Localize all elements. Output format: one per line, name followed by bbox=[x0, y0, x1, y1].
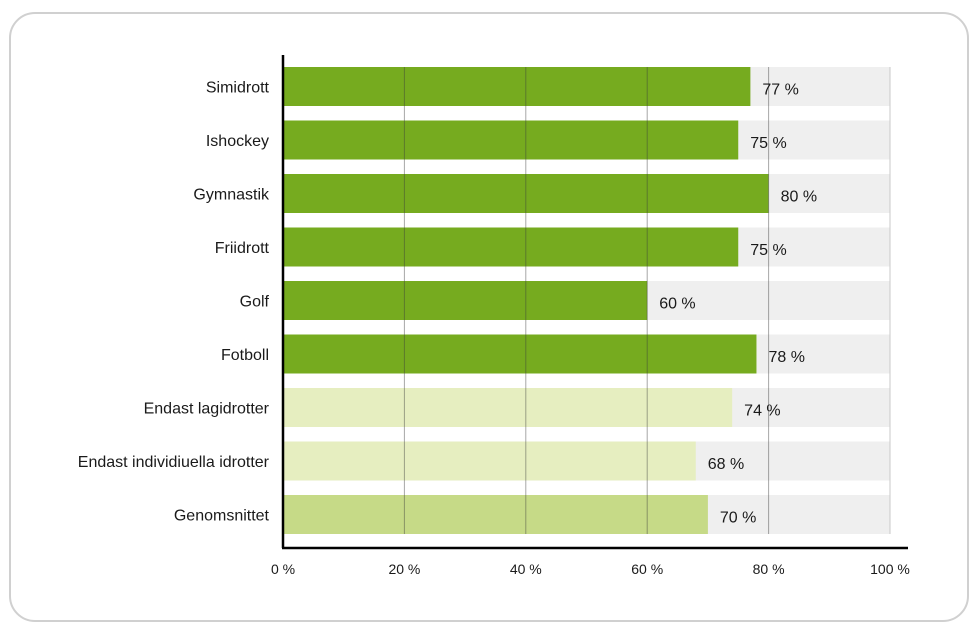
x-tick-label: 0 % bbox=[271, 561, 295, 577]
gridline-layer bbox=[403, 67, 891, 534]
value-label: 75 % bbox=[750, 242, 786, 259]
bar bbox=[283, 495, 708, 534]
bar bbox=[283, 174, 769, 213]
category-label: Golf bbox=[240, 294, 270, 311]
label-layer: Simidrott 77 % Ishockey 75 % Gymnastik 80 % Fr… bbox=[78, 80, 910, 578]
category-label: Endast lagidrotter bbox=[144, 401, 270, 418]
category-label: Endast individiuella idrotter bbox=[78, 454, 270, 471]
category-label: Gymnastik bbox=[193, 187, 270, 204]
bar bbox=[283, 67, 751, 106]
value-label: 77 % bbox=[762, 82, 798, 99]
x-tick-label: 80 % bbox=[753, 561, 785, 577]
bar bbox=[283, 281, 648, 320]
value-label: 60 % bbox=[659, 296, 695, 313]
x-tick-label: 60 % bbox=[631, 561, 663, 577]
value-label: 75 % bbox=[750, 135, 786, 152]
value-label: 78 % bbox=[768, 349, 804, 366]
axis-layer bbox=[281, 55, 908, 550]
x-tick-label: 100 % bbox=[870, 561, 910, 577]
value-label: 68 % bbox=[708, 456, 744, 473]
value-label: 74 % bbox=[744, 403, 780, 420]
value-label: 80 % bbox=[781, 189, 817, 206]
category-label: Friidrott bbox=[215, 240, 270, 257]
bar bbox=[283, 227, 739, 267]
category-label: Ishockey bbox=[206, 133, 269, 150]
bar-layer bbox=[283, 67, 769, 534]
bar bbox=[283, 388, 733, 427]
bar bbox=[283, 334, 757, 374]
category-label: Simidrott bbox=[206, 80, 270, 97]
bar bbox=[283, 120, 739, 160]
x-tick-label: 20 % bbox=[388, 561, 420, 577]
bar bbox=[283, 441, 696, 481]
x-tick-label: 40 % bbox=[510, 561, 542, 577]
category-label: Fotboll bbox=[221, 347, 269, 364]
value-label: 70 % bbox=[720, 510, 756, 527]
category-label: Genomsnittet bbox=[174, 508, 270, 525]
bar-chart: Simidrott 77 % Ishockey 75 % Gymnastik 80 % Fr… bbox=[78, 55, 910, 578]
